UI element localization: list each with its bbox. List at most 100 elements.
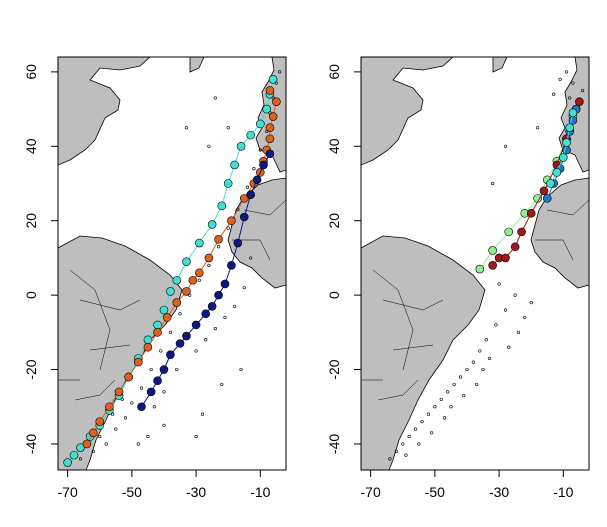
left-track-point-0-16 [207,220,217,229]
left-track-point-1-15 [214,235,223,244]
left-track-point-2-14 [239,212,249,222]
left-y-axis: -40 -20 0 20 40 60 [23,64,59,454]
left-south-america-land [58,235,183,470]
right-track-point-1-3 [510,242,520,252]
right-track-point-3-1 [552,168,562,177]
left-track-point-1-11 [182,287,191,296]
right-location-dot-31 [404,453,408,457]
left-africa-land [227,177,286,289]
left-track-point-1-22 [265,134,275,144]
right-x-axis: -70 -50 -30 -10 [361,469,574,500]
right-location-dot-15 [494,323,498,327]
right-track-point-0-0 [475,264,485,274]
left-location-dot-44 [220,382,224,387]
left-location-dot-3 [123,416,128,420]
left-north-america-land [58,57,151,166]
left-x-tick-label: -70 [58,484,78,500]
right-location-dot-25 [558,77,562,81]
right-location-dot-36 [462,393,466,398]
left-location-dot-19 [265,129,269,134]
left-track-point-2-6 [182,331,191,341]
right-track-point-2-0 [542,194,552,203]
right-location-dot-24 [552,92,556,96]
right-location-dot-23 [536,126,540,130]
left-track-point-2-15 [246,190,255,199]
left-series-2 [137,149,275,412]
left-track-point-0-21 [246,130,255,140]
left-x-tick-label: -10 [250,484,270,500]
right-location-dot-14 [484,338,488,342]
left-location-dot-11 [197,278,201,282]
left-location-dot-36 [242,286,246,290]
right-location-dot-5 [426,412,431,416]
right-x-tick-label: -70 [361,484,381,500]
right-location-dot-9 [452,382,456,387]
right-location-dot-11 [465,367,469,372]
left-location-dot-25 [98,434,102,439]
right-y-tick-label: 60 [326,64,342,80]
right-data-layer [388,70,585,461]
left-track-point-2-18 [265,149,275,159]
left-x-tick-label: -30 [186,484,206,500]
left-location-dot-23 [277,70,282,74]
right-location-dot-30 [388,457,392,461]
left-y-tick-label: -40 [23,434,39,454]
left-track-point-2-11 [220,279,230,289]
right-location-dot-28 [568,96,572,100]
right-track-point-1-6 [539,186,549,196]
left-location-dot-31 [194,349,198,353]
left-location-dot-38 [207,144,211,148]
left-y-tick-label: 20 [23,213,39,229]
right-track-point-0-2 [504,227,514,237]
left-track-point-1-26 [265,86,275,95]
left-track-point-1-13 [194,268,204,278]
left-location-dot-40 [226,126,230,130]
left-track-point-1-6 [133,357,143,367]
left-location-dot-34 [223,315,227,320]
left-location-dot-29 [162,390,166,394]
left-location-dot-39 [213,96,217,100]
left-track-point-0-12 [166,287,175,296]
left-location-dot-0 [91,449,95,453]
left-location-dot-18 [258,148,262,152]
left-location-dot-28 [152,405,156,409]
left-track-point-0-17 [217,201,227,211]
right-location-dot-37 [475,382,479,387]
right-track-point-2-5 [568,115,578,125]
left-track-point-2-13 [233,238,243,248]
right-location-dot-1 [401,442,405,446]
left-track-point-0-13 [172,275,182,285]
right-location-dot-8 [446,390,450,394]
right-location-dot-13 [478,349,482,353]
right-location-dot-0 [394,449,398,453]
left-y-tick-label: 60 [23,64,39,80]
left-track-point-2-12 [227,261,236,270]
left-series-3 [78,70,282,461]
left-location-dot-7 [159,349,163,353]
left-track-point-0-1 [69,450,79,460]
left-track-point-0-25 [268,75,278,84]
left-location-dot-6 [149,367,153,372]
left-track-point-1-5 [124,372,133,382]
left-location-dot-22 [274,81,278,85]
right-track-point-3-4 [565,123,575,132]
left-track-point-0-2 [76,443,85,452]
left-location-dot-21 [271,96,275,100]
left-location-dot-14 [226,226,230,230]
right-location-dot-22 [503,144,508,148]
left-location-dot-33 [213,327,217,331]
left-track-point-2-4 [166,350,175,359]
right-location-dot-39 [487,356,492,360]
left-x-tick-label: -50 [122,484,142,500]
left-data-layer [63,70,282,467]
left-track-point-1-24 [268,112,278,121]
left-track-point-2-0 [137,402,146,412]
left-track-point-1-23 [265,123,275,132]
left-track-point-0-23 [262,104,272,114]
right-africa-land [530,177,589,289]
left-location-dot-43 [200,412,205,416]
left-location-dot-24 [78,457,83,461]
right-y-tick-label: -40 [326,434,342,454]
right-location-dot-12 [471,360,475,364]
